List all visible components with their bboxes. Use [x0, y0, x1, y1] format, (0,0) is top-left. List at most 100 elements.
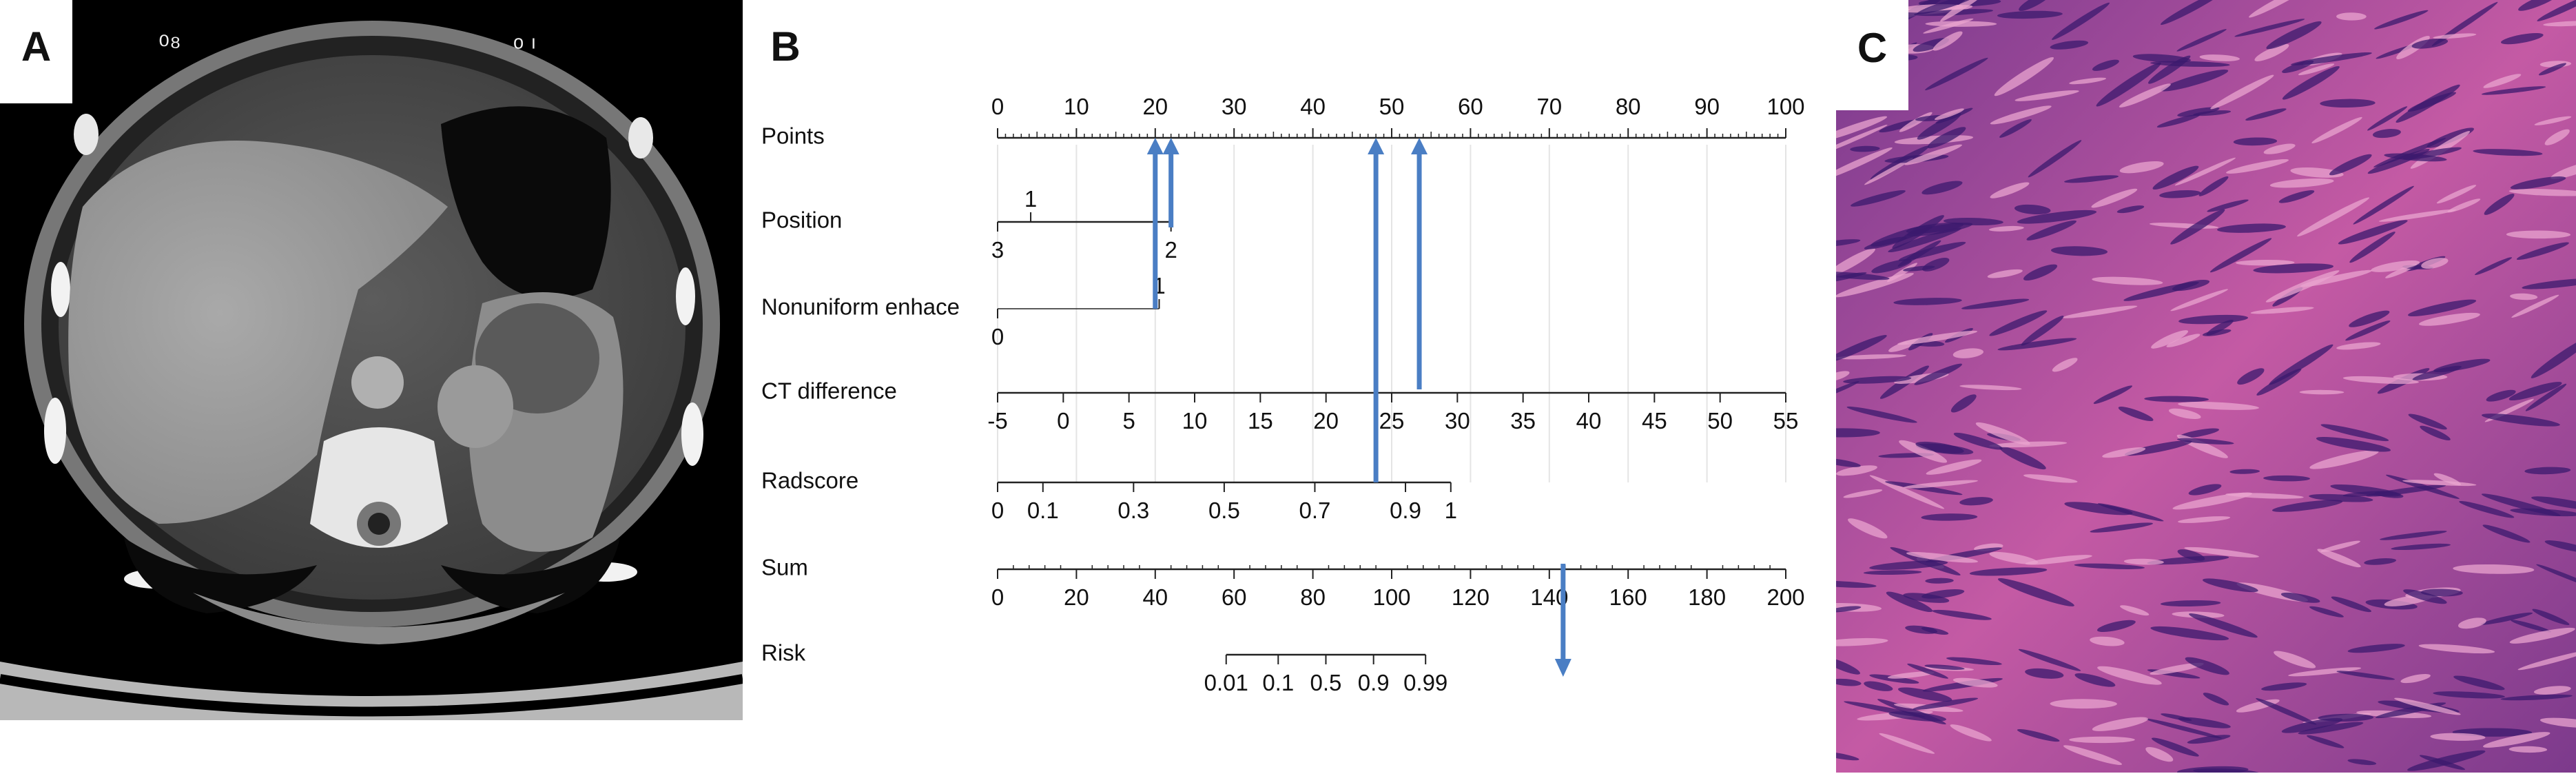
cell-nucleus	[2023, 474, 2078, 483]
cell-nucleus	[2150, 61, 2230, 67]
tick-label-ct_difference: 50	[1707, 408, 1733, 433]
cell-nucleus	[2430, 733, 2486, 741]
cell-nucleus	[1975, 422, 2030, 445]
cell-nucleus	[2234, 19, 2305, 37]
cell-nucleus	[2097, 503, 2164, 522]
cell-nucleus	[1885, 481, 1963, 496]
histology-drawing	[1804, 0, 2576, 776]
cell-nucleus	[1933, 31, 1963, 51]
cell-nucleus	[2364, 558, 2397, 565]
cell-nucleus	[2511, 294, 2559, 318]
cell-nucleus	[2330, 484, 2402, 497]
cell-nucleus	[2447, 198, 2481, 213]
cell-nucleus	[1886, 263, 1917, 283]
cell-nucleus	[2092, 276, 2163, 285]
cell-nucleus	[2090, 522, 2153, 533]
cell-nucleus	[1850, 145, 1880, 152]
cell-nucleus	[2249, 0, 2312, 18]
cell-nucleus	[2151, 330, 2189, 349]
cell-nucleus	[1888, 227, 1962, 253]
tick-label-risk: 0.5	[1310, 670, 1342, 695]
cell-nucleus	[2421, 258, 2449, 269]
tick-label-points: 40	[1300, 94, 1326, 119]
cell-nucleus	[2345, 320, 2391, 341]
row-label-points: Points	[761, 123, 825, 149]
cell-nucleus	[2500, 32, 2544, 45]
cell-nucleus	[2299, 389, 2345, 395]
tick-label-radscore: 0.3	[1117, 498, 1149, 523]
cell-nucleus	[2300, 269, 2372, 287]
cell-nucleus	[1926, 459, 1982, 475]
cell-nucleus	[2433, 33, 2477, 39]
tick-label-position: 3	[991, 237, 1004, 263]
cell-nucleus	[2400, 673, 2431, 684]
cell-nucleus	[2050, 246, 2108, 256]
cell-nucleus	[2509, 627, 2575, 644]
cell-nucleus	[2199, 54, 2240, 61]
cell-nucleus	[1952, 348, 1983, 358]
cell-nucleus	[2187, 735, 2231, 744]
cell-nucleus	[1987, 269, 2023, 278]
cell-nucleus	[2119, 83, 2171, 108]
svg-text:ᵒ ᶦ: ᵒ ᶦ	[513, 31, 536, 61]
cell-nucleus	[2347, 644, 2405, 653]
cell-nucleus	[1940, 0, 1997, 22]
cell-nucleus	[2420, 589, 2463, 597]
cell-nucleus	[2118, 407, 2154, 422]
cell-nucleus	[2019, 0, 2052, 11]
cell-nucleus	[2367, 106, 2408, 131]
cell-nucleus	[2532, 609, 2570, 626]
tick-label-radscore: 0.9	[1390, 498, 1421, 523]
cell-nucleus	[2338, 220, 2408, 245]
tick-label-nonuniform: 0	[991, 324, 1004, 349]
cell-nucleus	[2090, 636, 2125, 646]
cell-nucleus	[1959, 497, 1993, 506]
cell-nucleus	[1836, 465, 1877, 476]
cell-nucleus	[2420, 425, 2451, 441]
cell-nucleus	[2533, 686, 2571, 695]
cell-nucleus	[2177, 107, 2220, 117]
cell-nucleus	[2482, 732, 2551, 748]
tick-label-points: 80	[1616, 94, 1641, 119]
cell-nucleus	[1997, 338, 2077, 351]
cell-nucleus	[1927, 127, 1966, 149]
ct-scan-image: ⁰⁸ ᵒ ᶦ A	[0, 0, 744, 720]
cell-nucleus	[2023, 264, 2058, 281]
cell-nucleus	[2481, 86, 2546, 95]
cell-nucleus	[1914, 363, 1962, 385]
cell-nucleus	[1819, 147, 1893, 181]
cell-nucleus	[2336, 671, 2395, 680]
cell-nucleus	[1934, 108, 1964, 121]
cell-nucleus	[2539, 717, 2576, 728]
cell-nucleus	[1906, 222, 1964, 234]
cell-nucleus	[2320, 99, 2376, 108]
cell-nucleus	[2457, 617, 2486, 629]
cell-nucleus	[2506, 230, 2571, 239]
nomogram-figure: B Points 0 10 20 30 40 50 60 70 80 90 100 Position 1 3…	[751, 0, 1826, 773]
cell-nucleus	[2349, 310, 2390, 327]
cell-nucleus	[2207, 199, 2249, 212]
cell-nucleus	[1994, 57, 2054, 96]
cell-nucleus	[1871, 259, 1912, 274]
cell-nucleus	[1818, 637, 1888, 646]
cell-nucleus	[2278, 190, 2315, 203]
cell-nucleus	[2531, 335, 2576, 378]
cell-nucleus	[2517, 650, 2576, 671]
cell-nucleus	[1925, 578, 1954, 584]
cell-nucleus	[2245, 108, 2287, 121]
cell-nucleus	[2021, 316, 2064, 346]
cell-nucleus	[2500, 694, 2573, 701]
cell-nucleus	[1826, 248, 1875, 277]
cell-nucleus	[2480, 612, 2533, 625]
cell-nucleus	[2093, 385, 2132, 405]
cell-nucleus	[2161, 69, 2229, 92]
cell-nucleus	[2185, 657, 2229, 675]
cell-nucleus	[2407, 92, 2456, 112]
cell-nucleus	[2403, 589, 2447, 604]
cell-nucleus	[1997, 578, 2074, 606]
cell-nucleus	[1990, 105, 2052, 125]
cell-nucleus	[2349, 232, 2395, 263]
tick-label-ct_difference: 20	[1313, 408, 1339, 433]
cell-nucleus	[2119, 161, 2164, 174]
tick-label-radscore: 1	[1445, 498, 1457, 523]
